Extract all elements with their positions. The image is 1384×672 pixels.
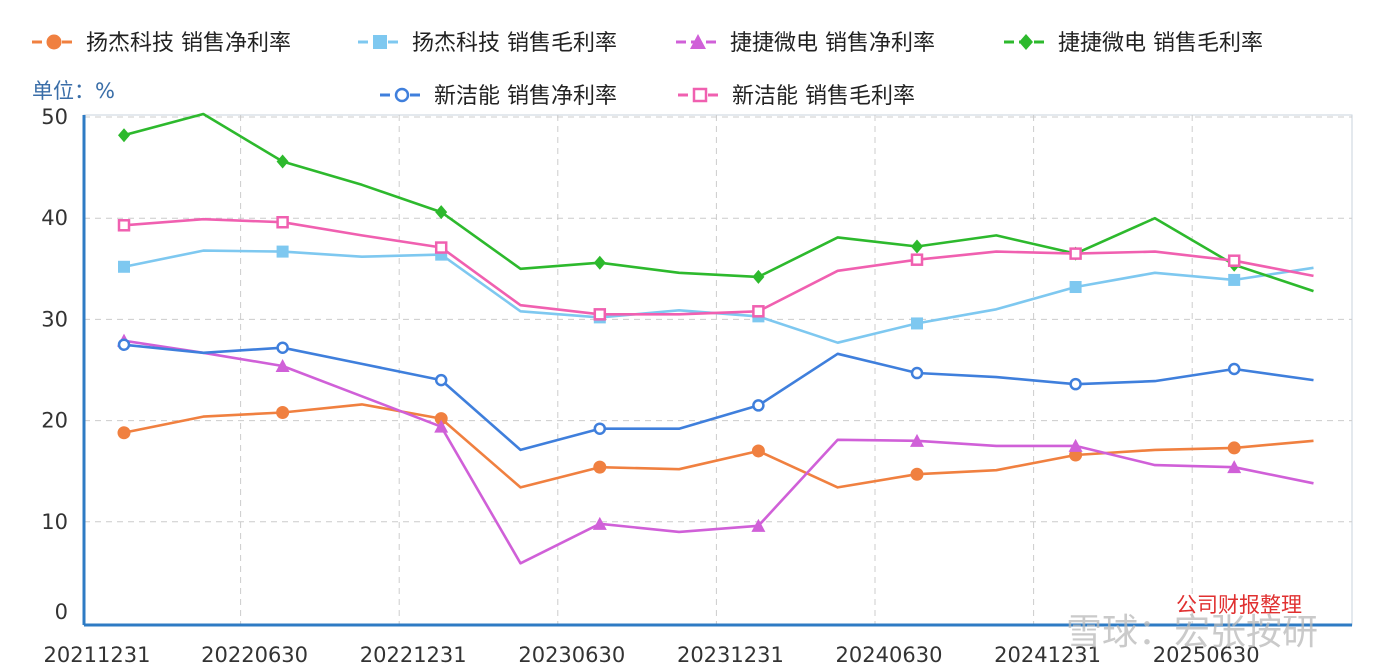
data-point [434,419,449,433]
data-point [592,516,607,530]
legend-item: 扬杰科技 销售毛利率 [358,31,617,56]
data-point [1227,362,1241,376]
legend-item: 捷捷微电 销售毛利率 [1004,31,1263,56]
legend-label: 扬杰科技 销售毛利率 [412,31,617,56]
series-line [123,249,1314,345]
unit-label: 单位：% [32,79,115,103]
data-point [118,128,130,143]
series-line [123,112,1314,293]
legend-marker [1019,34,1033,50]
data-point [117,219,131,232]
data-point [1227,441,1241,455]
data-point [593,308,607,321]
legend: 扬杰科技 销售净利率 扬杰科技 销售毛利率 捷捷微电 销售净利率 捷捷微电 销售毛利率… [32,31,1263,109]
legend-marker [692,87,708,103]
data-point [593,255,606,270]
series-1 [117,403,1314,489]
x-tick-label: 20211231 [44,643,151,667]
y-tick-label: 40 [41,206,68,230]
watermark: 雪球：宏张按研 [1066,612,1318,653]
data-point [275,358,290,372]
plot-border [83,114,1353,626]
axes: 0 10 20 30 40 50 20211231 20220630 20221231 20230… [41,105,1352,667]
data-point [1228,273,1241,286]
series-5 [117,338,1314,452]
x-tick-label: 20230630 [518,643,625,667]
source-note: 公司财报整理 [1176,593,1302,617]
legend-marker [394,87,410,103]
x-tick-label: 20241231 [994,643,1101,667]
series-line [123,343,1314,452]
data-point [593,460,607,474]
data-point [117,426,131,440]
legend-label: 新洁能 销售净利率 [434,84,617,109]
data-point [276,406,290,420]
data-point [751,444,765,458]
legend-marker [46,34,62,50]
data-point [276,245,289,258]
data-point [276,154,289,169]
data-point [118,260,130,273]
y-tick-label: 50 [41,105,68,129]
data-point [910,467,924,481]
data-point [1227,254,1241,267]
data-point [1069,377,1082,391]
data-point [751,518,766,532]
legend-label: 扬杰科技 销售净利率 [86,31,291,56]
data-point [752,305,765,318]
series-2 [118,245,1314,345]
legend-label: 捷捷微电 销售毛利率 [1058,31,1263,56]
data-point [1069,281,1082,294]
legend-label: 捷捷微电 销售净利率 [730,31,935,56]
x-tick-label: 20221231 [360,643,467,667]
data-point [117,338,131,351]
legend-label: 新洁能 销售毛利率 [732,84,915,109]
legend-item: 捷捷微电 销售净利率 [676,31,935,56]
data-point [1227,460,1242,474]
data-point [434,241,448,254]
legend-marker [690,34,706,49]
data-point [910,433,924,447]
data-point [593,422,607,435]
legend-marker [373,35,387,49]
data-point [276,341,289,354]
x-tick-label: 20220630 [201,643,308,667]
y-tick-label: 0 [55,600,68,624]
series-line [123,339,1314,565]
legend-item: 扬杰科技 销售净利率 [32,31,291,56]
y-tick-label: 10 [41,510,68,534]
data-point [911,239,923,254]
legend-item: 新洁能 销售毛利率 [678,84,915,109]
series-line [123,403,1314,489]
data-point [752,269,765,284]
x-tick-label: 20231231 [677,643,784,667]
data-point [752,399,765,412]
y-tick-label: 20 [41,409,68,433]
x-tick-label: 20250630 [1153,643,1260,667]
series-lines [117,112,1314,565]
series-3 [117,333,1314,565]
series-6 [117,215,1314,321]
data-point [1068,438,1083,452]
data-point [434,373,448,387]
data-point [910,366,924,380]
data-point [435,205,448,220]
grid [83,114,1353,626]
series-4 [118,112,1314,293]
data-point [910,253,924,266]
legend-item: 新洁能 销售净利率 [380,84,617,109]
series-line [123,217,1314,316]
data-point [1069,247,1082,260]
y-tick-label: 30 [41,307,68,331]
data-point [911,317,923,330]
data-point [276,215,289,229]
x-tick-label: 20240630 [836,643,943,667]
